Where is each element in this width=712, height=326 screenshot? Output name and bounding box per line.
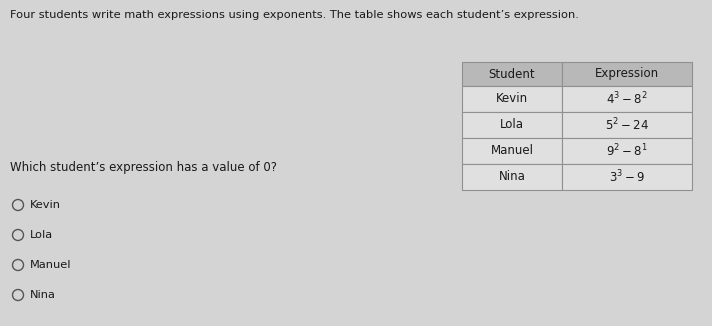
Bar	[462, 112, 562, 138]
Text: Which student’s expression has a value of 0?: Which student’s expression has a value o…	[10, 161, 277, 174]
Bar	[462, 62, 562, 86]
Text: Manuel: Manuel	[30, 260, 71, 270]
Text: Student: Student	[488, 67, 535, 81]
Text: Lola: Lola	[500, 118, 524, 131]
Bar	[562, 164, 692, 190]
Bar	[562, 138, 692, 164]
Bar	[562, 86, 692, 112]
Text: $9^2 - 8^1$: $9^2 - 8^1$	[606, 143, 648, 159]
Bar	[562, 62, 692, 86]
Bar	[462, 164, 562, 190]
Bar	[462, 138, 562, 164]
Text: $5^2 - 24$: $5^2 - 24$	[605, 117, 649, 133]
Text: $4^3 - 8^2$: $4^3 - 8^2$	[606, 91, 648, 107]
Text: Expression: Expression	[595, 67, 659, 81]
Text: Kevin: Kevin	[30, 200, 61, 210]
Bar	[462, 86, 562, 112]
Text: Lola: Lola	[30, 230, 53, 240]
Text: Manuel: Manuel	[491, 144, 533, 157]
Text: Kevin: Kevin	[496, 93, 528, 106]
Text: Nina: Nina	[498, 170, 525, 184]
Bar	[562, 112, 692, 138]
Text: $3^3 - 9$: $3^3 - 9$	[609, 169, 645, 185]
Text: Nina: Nina	[30, 290, 56, 300]
Text: Four students write math expressions using exponents. The table shows each stude: Four students write math expressions usi…	[10, 10, 579, 20]
